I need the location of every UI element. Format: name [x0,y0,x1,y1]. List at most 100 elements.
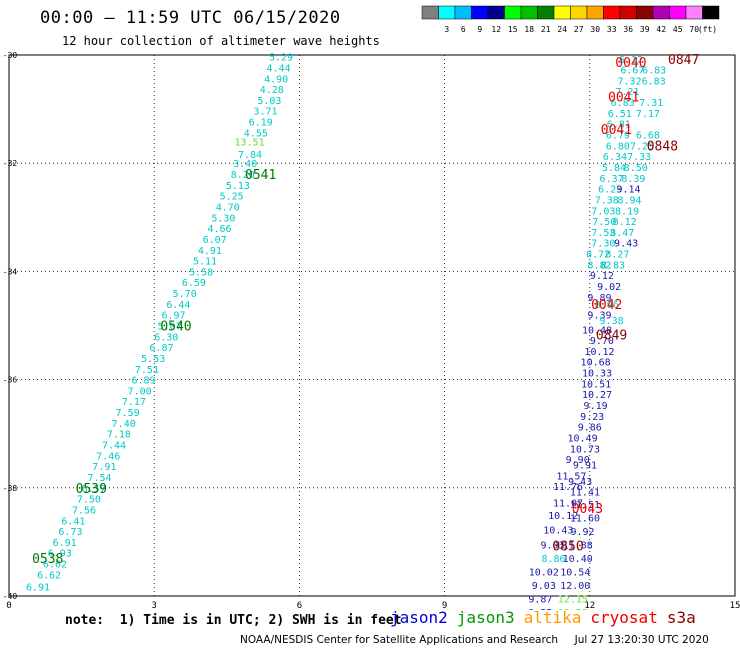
wave-height-value: 6.30 [154,332,178,343]
wave-height-value: 3.71 [253,107,277,118]
wave-height-value: 9.91 [573,461,597,472]
wave-height-value: 6.91 [26,582,50,593]
wave-height-value: 12.15 [558,595,588,606]
wave-height-value: 7.53 [591,228,615,239]
wave-height-value: 6.44 [166,300,190,311]
colorbar-label: 36 [623,25,633,34]
wave-height-value: 8.47 [610,228,634,239]
wave-height-value: 7.21 [616,87,640,98]
wave-height-value: 7.00 [128,386,152,397]
wave-height-value: 6.59 [182,278,206,289]
y-tick-label: -36 [3,376,18,385]
wave-height-value: 6.07 [203,235,227,246]
wave-height-value: 6.73 [58,527,82,538]
colorbar-label: 3 [444,25,449,34]
wave-height-value: 8.94 [617,195,641,206]
colorbar-label: 30 [590,25,600,34]
wave-height-value: 10.68 [581,358,611,369]
colorbar-swatch [702,5,720,20]
wave-height-value: 9.23 [580,412,604,423]
colorbar-label: 39 [640,25,650,34]
wave-height-value: 6.80 [606,141,630,152]
footer-credit: NOAA/NESDIS Center for Satellite Applica… [240,634,709,646]
wave-height-value: 10.48 [582,325,612,336]
colorbar-label: 12 [491,25,501,34]
wave-height-value: 4.55 [244,128,268,139]
wave-height-value: 7.40 [112,419,136,430]
colorbar-label: 24 [557,25,567,34]
wave-height-value: 7.32 [617,76,641,87]
colorbar-label: 21 [541,25,551,34]
wave-height-value: 10.33 [582,369,612,380]
colorbar-label: 9 [477,25,482,34]
x-tick-label: 9 [442,601,447,610]
wave-height-value: 7.50 [77,495,101,506]
satellite-legend-cryosat: cryosat [590,608,658,627]
wave-height-value: 5.84 [602,163,626,174]
wave-height-value: 7.46 [96,451,120,462]
wave-height-value: 6.97 [162,311,186,322]
wave-height-value: 4.90 [264,74,288,85]
wave-height-value: 4.91 [198,246,222,257]
wave-height-value: 9.19 [584,401,608,412]
wave-height-value: 10.40 [563,554,593,565]
wave-height-value: 9.92 [570,527,594,538]
wave-height-value: 6.68 [636,131,660,142]
wave-height-value: 7.44 [102,441,126,452]
colorbar-label: 70 [689,25,699,34]
wave-height-value: 7.33 [627,152,651,163]
wave-height-value: 6.87 [149,343,173,354]
wave-height-value: 8.50 [624,163,648,174]
wave-height-value: 8.27 [605,250,629,261]
wave-height-value: 9.86 [578,423,602,434]
wave-height-value: 6.34 [603,152,627,163]
wave-height-value: 10.27 [582,390,612,401]
wave-height-value: 10.54 [560,568,590,579]
wave-height-value: 11.07 [553,498,583,509]
colorbar-label: 33 [607,25,617,34]
wave-height-value: 5.58 [189,267,213,278]
satellite-legend: jason2 jason3 altika cryosat s3a [390,608,705,627]
wave-height-value: 6.83 [611,98,635,109]
y-tick-label: -40 [3,592,18,601]
wave-height-value: 6.51 [608,109,632,120]
wave-height-value: 7.03 [591,206,615,217]
wave-height-value: 5.11 [193,257,217,268]
wave-height-value: 6.67 [620,66,644,77]
wave-height-value: 7.17 [122,397,146,408]
wave-height-value: 11.60 [570,514,600,525]
wave-height-value: 8.83 [601,260,625,271]
color-scale-legend: 3 6 9 12 15 18 21 24 27 30 33 36 39 42 45 70(ft) [421,5,720,34]
wave-height-value: 7.31 [639,98,663,109]
wave-height-value: 7.91 [92,462,116,473]
wave-height-value: 9.39 [587,311,611,322]
wave-height-value: 7.51 [135,365,159,376]
wave-height-value: 5.03 [257,96,281,107]
pass-time-label: 0850 [552,540,583,555]
wave-height-value: 8.82 [587,260,611,271]
wave-height-value: 6.83 [642,76,666,87]
wave-height-value: 4.44 [267,63,291,74]
colorbar-label: 42 [656,25,666,34]
wave-height-value: 9.38 [600,316,624,327]
wave-height-value: 9.43 [568,477,592,488]
wave-height-value: 6.57 [82,484,106,495]
colorbar-label: 15 [508,25,518,34]
wave-height-value: 8.20 [231,170,255,181]
wave-height-value: 8.72 [586,250,610,261]
page-subtitle: 12 hour collection of altimeter wave hei… [62,34,380,48]
wave-height-value: 10.43 [543,525,573,536]
pass-time-label: 0540 [160,320,191,335]
wave-height-value: 9.90 [566,455,590,466]
wave-height-value: 8.12 [613,217,637,228]
wave-height-value: 6.79 [606,131,630,142]
x-tick-label: 0 [6,601,11,610]
pass-time-label: 0041 [601,123,632,138]
wave-height-value: 8.39 [621,174,645,185]
x-tick-label: 15 [730,601,740,610]
plot-frame [8,54,736,597]
pass-time-label: 0848 [647,139,678,154]
wave-height-value: 6.91 [53,538,77,549]
wave-height-value: 9.12 [590,271,614,282]
